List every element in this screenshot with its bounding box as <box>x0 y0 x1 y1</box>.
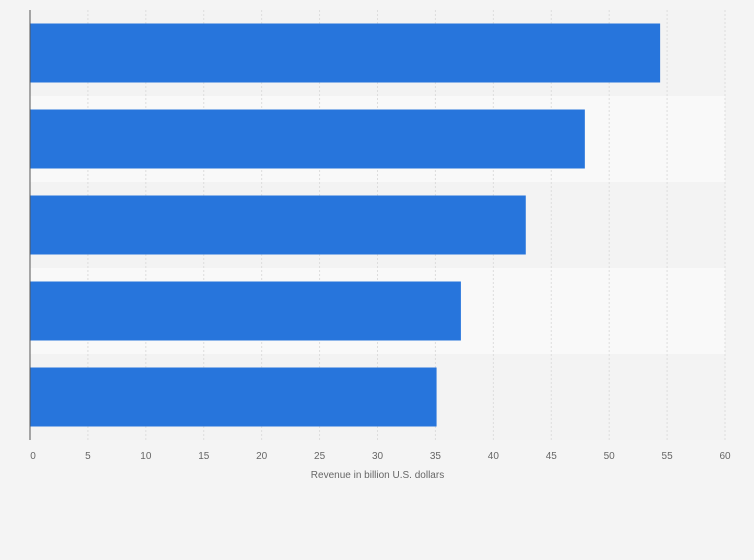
x-tick-label: 15 <box>198 451 210 462</box>
x-tick-label: 20 <box>256 451 268 462</box>
x-tick-label: 5 <box>85 451 91 462</box>
x-tick-label: 45 <box>546 451 558 462</box>
x-tick-label: 60 <box>719 451 731 462</box>
bar <box>30 195 526 255</box>
x-tick-label: 25 <box>314 451 326 462</box>
x-tick-labels: 0 5 10 15 20 25 30 35 40 45 50 55 60 <box>30 451 731 462</box>
x-tick-label: 55 <box>662 451 674 462</box>
x-tick-label: 50 <box>604 451 616 462</box>
x-tick-label: 40 <box>488 451 500 462</box>
bar <box>30 367 437 427</box>
bars <box>30 23 661 427</box>
bar <box>30 109 585 169</box>
x-tick-label: 35 <box>430 451 442 462</box>
x-tick-label: 30 <box>372 451 384 462</box>
bar <box>30 23 661 83</box>
x-tick-label: 0 <box>30 451 36 462</box>
x-axis-title: Revenue in billion U.S. dollars <box>311 470 444 481</box>
bar <box>30 281 461 341</box>
x-tick-label: 10 <box>140 451 152 462</box>
